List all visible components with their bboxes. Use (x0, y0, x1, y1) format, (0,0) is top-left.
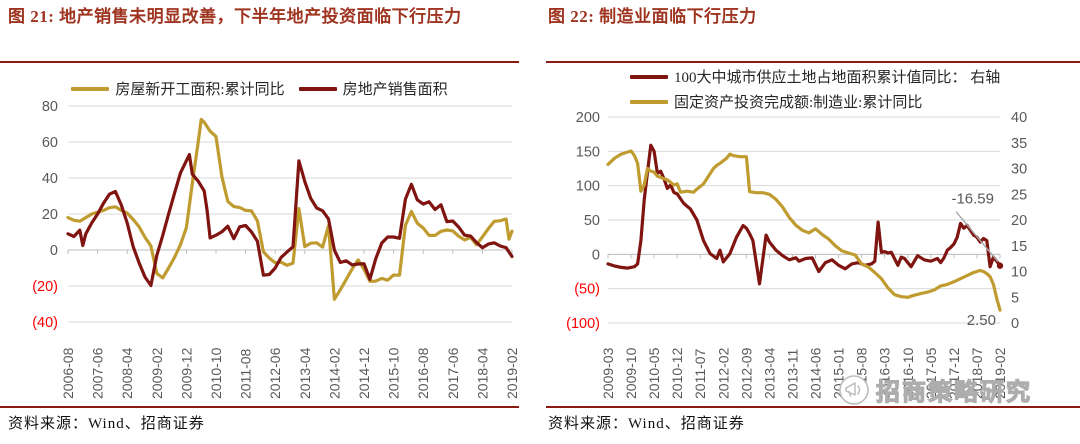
y-axis-label: 0 (592, 247, 600, 263)
figure-21-chart-canvas: 80 60 40 20 0 (20) (40)2006-08 2007-06 2008-04 20… (32, 99, 520, 399)
watermark-text: 招商策略研究 (875, 379, 1032, 406)
x-axis-label: 2017-12 (946, 347, 962, 399)
y-axis-label: 100 (576, 179, 600, 195)
legend-swatch (630, 74, 668, 79)
watermark: 招商策略研究 (838, 372, 1032, 407)
x-axis-label: 2009-03 (600, 347, 616, 399)
figure-22-title: 图 22: 制造业面临下行压力 (548, 7, 757, 26)
y-axis-right-label: 35 (1011, 136, 1027, 152)
x-axis-label: 2012-09 (738, 347, 754, 399)
figure-21-source: 资料来源：Wind、招商证券 (8, 416, 205, 432)
x-axis-label: 2017-05 (923, 347, 939, 399)
annotation-leader-line (955, 211, 999, 263)
x-axis-label: 2014-02 (326, 347, 342, 399)
x-axis-label: 2009-10 (623, 347, 639, 399)
y-axis-label: 80 (42, 99, 58, 115)
legend-label: 房屋新开工面积:累计同比 (115, 82, 285, 98)
series-line (606, 143, 1002, 286)
annotation-label: 2.50 (967, 312, 996, 329)
y-axis-label: (100) (566, 316, 600, 332)
x-axis-label: 2018-07 (969, 347, 985, 399)
x-axis-label: 2012-06 (267, 347, 283, 399)
x-axis-label: 2008-04 (119, 347, 135, 399)
figure-22-bottom-rule (546, 406, 1080, 408)
x-axis-label: 2016-10 (900, 347, 916, 399)
legend-item: 100大中城市供应土地占地面积累计值同比： 右轴 (630, 66, 1000, 87)
x-axis-label: 2006-08 (60, 347, 76, 399)
legend-item: 固定资产投资完成额:制造业:累计同比 (630, 91, 1000, 112)
y-axis-label: 20 (42, 207, 58, 223)
y-axis-right-label: 25 (1011, 187, 1027, 203)
figure-21-title-rule (0, 61, 519, 63)
legend-item: 房地产销售面积 (298, 78, 448, 99)
figure-22-title-rule (546, 61, 1080, 63)
x-axis-label: 2017-06 (445, 347, 461, 399)
y-axis-right-label: 15 (1011, 239, 1027, 255)
y-axis-label: 60 (42, 135, 58, 151)
figure-22-source: 资料来源：Wind、招商证券 (548, 416, 745, 432)
x-axis-label: 2013-04 (761, 347, 777, 399)
x-axis-label: 2014-12 (356, 347, 372, 399)
figure-21-title: 图 21: 地产销售未明显改善，下半年地产投资面临下行压力 (8, 7, 462, 26)
y-axis-label: 0 (50, 243, 58, 259)
megaphone-icon (839, 374, 869, 405)
x-axis-label: 2007-06 (90, 347, 106, 399)
figure-21-legend: 房屋新开工面积:累计同比 房地产销售面积 (0, 78, 519, 103)
y-axis-right-label: 10 (1011, 265, 1027, 281)
legend-swatch (298, 86, 337, 91)
x-axis-label: 2014-06 (808, 347, 824, 399)
x-axis-label: 2013-11 (784, 348, 800, 399)
x-axis-label: 2019-02 (504, 347, 520, 399)
figure-21-bottom-rule (0, 406, 519, 408)
y-axis-right-label: 0 (1011, 316, 1019, 332)
y-axis-right-label: 40 (1011, 110, 1027, 126)
x-axis-label: 2011-07 (692, 348, 708, 399)
legend-label: 100大中城市供应土地占地面积累计值同比： 右轴 (674, 70, 1001, 86)
x-axis-label: 2010-10 (208, 347, 224, 399)
x-axis-label: 2011-08 (238, 348, 254, 399)
x-axis-label: 2009-12 (178, 347, 194, 399)
y-axis-right-label: 20 (1011, 213, 1027, 229)
series-line (66, 152, 514, 288)
series-end-marker (996, 262, 1004, 269)
x-axis-label: 2016-08 (415, 347, 431, 399)
figure-22-legend: 100大中城市供应土地占地面积累计值同比： 右轴 固定资产投资完成额:制造业:累计… (630, 66, 1000, 116)
x-axis-label: 2018-04 (474, 347, 490, 399)
series-line (606, 149, 1002, 312)
x-axis-label: 2010-12 (669, 347, 685, 399)
y-axis-label: 40 (42, 171, 58, 187)
figure-21-panel: 图 21: 地产销售未明显改善，下半年地产投资面临下行压力 房屋新开工面积:累计… (0, 0, 520, 444)
x-axis-label: 2009-02 (149, 347, 165, 399)
y-axis-label: (20) (32, 279, 58, 295)
y-axis-right-label: 5 (1011, 290, 1019, 306)
legend-label: 房地产销售面积 (342, 82, 448, 98)
x-axis-label: 2016-03 (877, 347, 893, 399)
series-line (66, 117, 514, 301)
x-axis-label: 2012-02 (715, 347, 731, 399)
y-axis-right-label: 30 (1011, 162, 1027, 178)
x-axis-label: 2013-04 (297, 347, 313, 399)
annotation-label: -16.59 (951, 191, 994, 208)
y-axis-label: 150 (576, 144, 600, 160)
y-axis-label: 200 (576, 110, 600, 126)
y-axis-label: (50) (574, 282, 600, 298)
y-axis-label: (40) (32, 315, 58, 331)
legend-label: 固定资产投资完成额:制造业:累计同比 (674, 95, 923, 111)
x-axis-label: 2019-02 (992, 347, 1008, 399)
legend-swatch (630, 99, 668, 104)
legend-swatch (71, 86, 110, 91)
x-axis-label: 2015-10 (386, 347, 402, 399)
x-axis-label: 2010-05 (646, 347, 662, 399)
legend-item: 房屋新开工面积:累计同比 (71, 78, 285, 99)
y-axis-label: 50 (584, 213, 600, 229)
